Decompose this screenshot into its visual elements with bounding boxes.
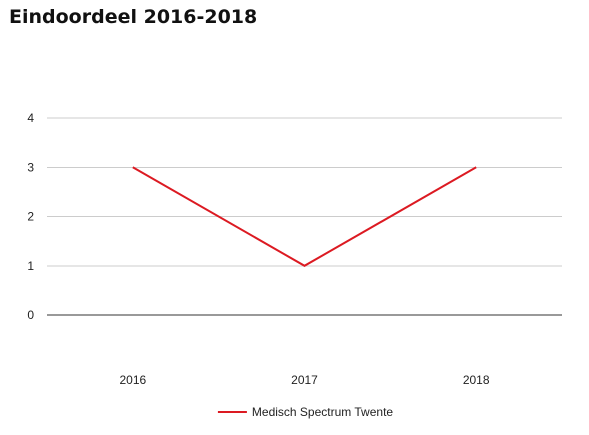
gridlines	[47, 117, 562, 316]
x-tick-label: 2018	[463, 373, 490, 387]
x-axis-ticks: 2016 2017 2018	[119, 373, 489, 387]
legend[interactable]: Medisch Spectrum Twente	[217, 405, 394, 419]
x-tick-label: 2017	[291, 373, 318, 387]
y-tick-label: 0	[27, 308, 34, 322]
y-axis-ticks: 0 1 2 3 4	[27, 111, 34, 322]
y-tick-label: 2	[27, 210, 34, 224]
y-tick-label: 3	[27, 160, 34, 174]
series-line[interactable]	[132, 166, 477, 267]
legend-label: Medisch Spectrum Twente	[252, 405, 394, 419]
chart-title: Eindoordeel 2016-2018	[9, 6, 258, 28]
x-tick-label: 2016	[119, 373, 146, 387]
y-tick-label: 4	[27, 111, 34, 125]
series-layer	[132, 166, 477, 267]
y-tick-label: 1	[27, 259, 34, 273]
